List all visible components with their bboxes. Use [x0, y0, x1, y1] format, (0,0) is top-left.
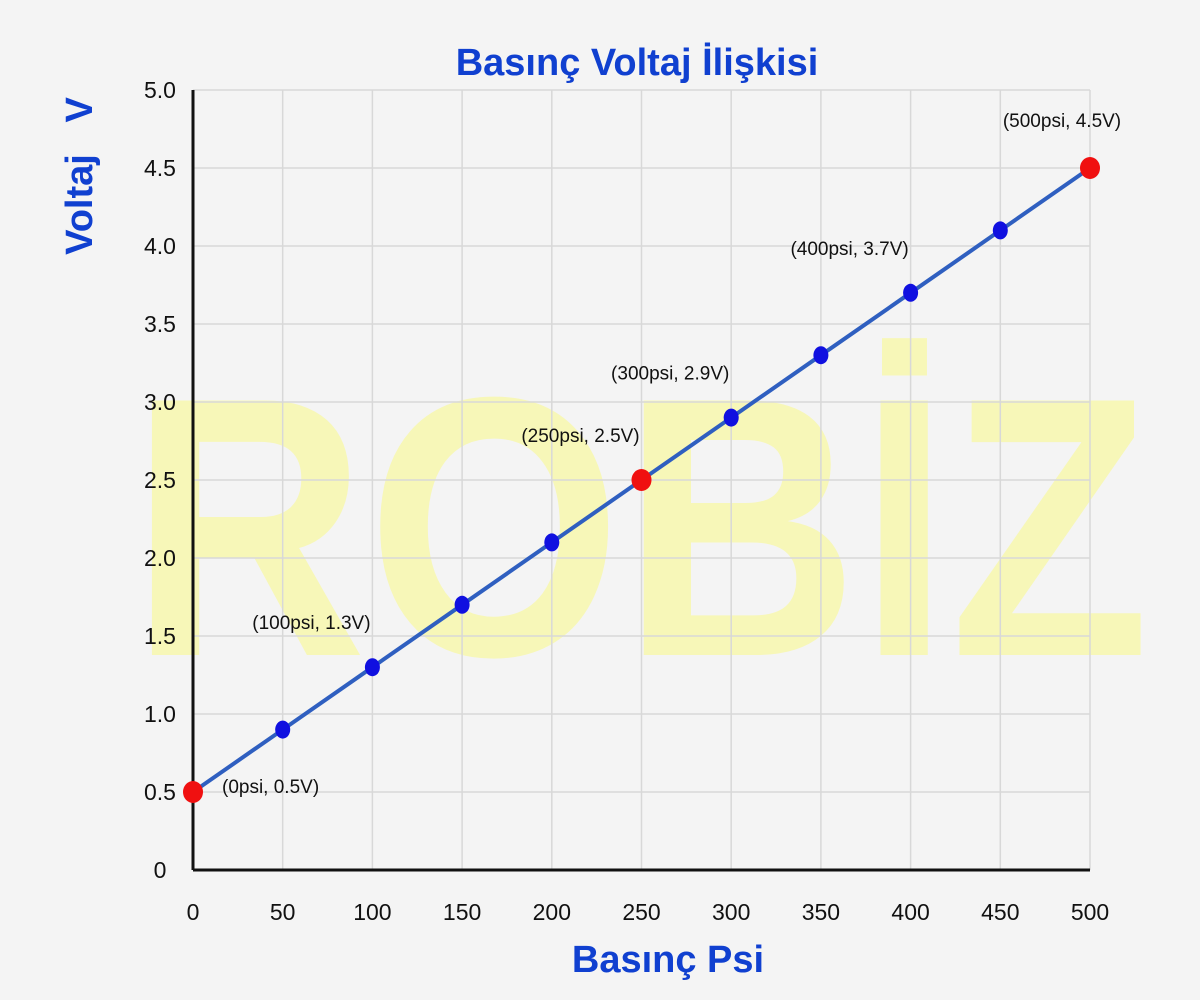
y-tick-label: 5.0: [144, 77, 176, 103]
x-tick-label: 250: [622, 899, 660, 925]
x-tick-label: 200: [533, 899, 571, 925]
data-point: [544, 533, 560, 552]
x-tick-labels: 0 50 100 150 200 250 300 350 400 450 500: [187, 899, 1110, 925]
x-tick-label: 500: [1071, 899, 1109, 925]
y-axis-label: Voltaj V: [59, 97, 101, 255]
annotations: (0psi, 0.5V) (100psi, 1.3V) (250psi, 2.5V)…: [222, 111, 1121, 798]
annotation-label: (500psi, 4.5V): [1003, 111, 1121, 132]
annotation-label: (400psi, 3.7V): [790, 239, 908, 260]
data-point: [275, 720, 291, 739]
y-tick-label: 3.0: [144, 389, 176, 415]
data-point: [723, 408, 739, 427]
y-tick-label: 3.5: [144, 311, 176, 337]
y-tick-labels: 0 0.5 1.0 1.5 2.0 2.5 3.0 3.5 4.0 4.5 5.0: [144, 77, 176, 883]
data-point: [454, 595, 470, 614]
x-tick-label: 300: [712, 899, 750, 925]
data-point: [992, 221, 1008, 240]
y-tick-label: 1.5: [144, 623, 176, 649]
highlight-point: [1080, 157, 1100, 179]
y-tick-label: 1.0: [144, 701, 176, 727]
x-tick-label: 0: [187, 899, 200, 925]
annotation-label: (0psi, 0.5V): [222, 777, 319, 798]
y-tick-label: 4.0: [144, 233, 176, 259]
axes: [191, 90, 1090, 872]
x-tick-label: 350: [802, 899, 840, 925]
data-points: [183, 157, 1100, 803]
data-point: [903, 283, 919, 302]
x-tick-label: 50: [270, 899, 296, 925]
y-tick-label: 2.5: [144, 467, 176, 493]
x-tick-label: 150: [443, 899, 481, 925]
watermark: ROBİZ: [130, 321, 1150, 734]
annotation-label: (300psi, 2.9V): [611, 364, 729, 385]
x-tick-label: 400: [891, 899, 929, 925]
x-tick-label: 100: [353, 899, 391, 925]
data-point: [813, 346, 829, 365]
annotation-label: (100psi, 1.3V): [252, 613, 370, 634]
x-axis-label: Basınç Psi: [572, 939, 764, 981]
chart-title: Basınç Voltaj İlişkisi: [456, 42, 819, 84]
annotation-label: (250psi, 2.5V): [521, 426, 639, 447]
y-tick-label: 0.5: [144, 779, 176, 805]
highlight-point: [183, 781, 203, 803]
y-tick-label: 0: [154, 857, 167, 883]
highlight-point: [631, 469, 652, 491]
y-tick-label: 2.0: [144, 545, 176, 571]
x-tick-label: 450: [981, 899, 1019, 925]
data-point: [364, 658, 380, 677]
y-tick-label: 4.5: [144, 155, 176, 181]
